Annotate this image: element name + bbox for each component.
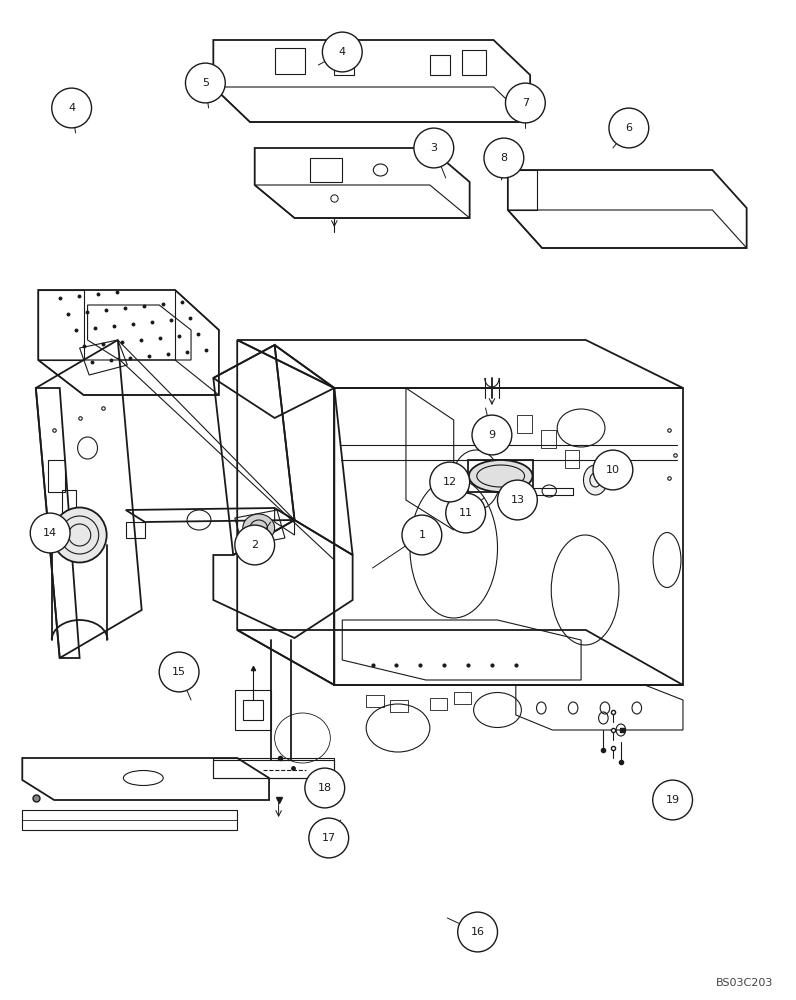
Ellipse shape <box>446 493 486 533</box>
Ellipse shape <box>609 108 649 148</box>
Text: 4: 4 <box>339 47 345 57</box>
Text: 11: 11 <box>458 508 473 518</box>
Ellipse shape <box>484 138 524 178</box>
Ellipse shape <box>430 462 470 502</box>
Ellipse shape <box>414 128 454 168</box>
Ellipse shape <box>402 515 442 555</box>
Ellipse shape <box>322 32 362 72</box>
Ellipse shape <box>52 88 92 128</box>
Text: 5: 5 <box>202 78 209 88</box>
Text: 14: 14 <box>43 528 57 538</box>
Text: 16: 16 <box>470 927 485 937</box>
Ellipse shape <box>309 818 349 858</box>
Ellipse shape <box>30 513 70 553</box>
Ellipse shape <box>185 63 225 103</box>
Ellipse shape <box>583 465 607 495</box>
Ellipse shape <box>469 460 533 492</box>
Ellipse shape <box>653 780 693 820</box>
Ellipse shape <box>498 480 537 520</box>
Ellipse shape <box>458 912 498 952</box>
Text: 3: 3 <box>431 143 437 153</box>
Ellipse shape <box>305 768 345 808</box>
Text: 2: 2 <box>252 540 258 550</box>
Text: 17: 17 <box>322 833 336 843</box>
Ellipse shape <box>159 652 199 692</box>
Text: 19: 19 <box>665 795 680 805</box>
Bar <box>48 460 65 492</box>
Ellipse shape <box>235 525 275 565</box>
Text: 8: 8 <box>501 153 507 163</box>
Text: 10: 10 <box>606 465 620 475</box>
Text: BS03C203: BS03C203 <box>716 978 774 988</box>
Ellipse shape <box>505 83 545 123</box>
Text: 15: 15 <box>172 667 186 677</box>
Ellipse shape <box>472 415 512 455</box>
Text: 12: 12 <box>443 477 457 487</box>
Bar <box>62 490 76 518</box>
Text: 1: 1 <box>419 530 425 540</box>
Text: 9: 9 <box>489 430 495 440</box>
Text: 18: 18 <box>318 783 332 793</box>
Text: 7: 7 <box>522 98 529 108</box>
Text: 4: 4 <box>68 103 75 113</box>
Text: 6: 6 <box>626 123 632 133</box>
Ellipse shape <box>593 450 633 490</box>
Ellipse shape <box>53 508 107 562</box>
Ellipse shape <box>243 514 275 542</box>
Text: 13: 13 <box>510 495 525 505</box>
